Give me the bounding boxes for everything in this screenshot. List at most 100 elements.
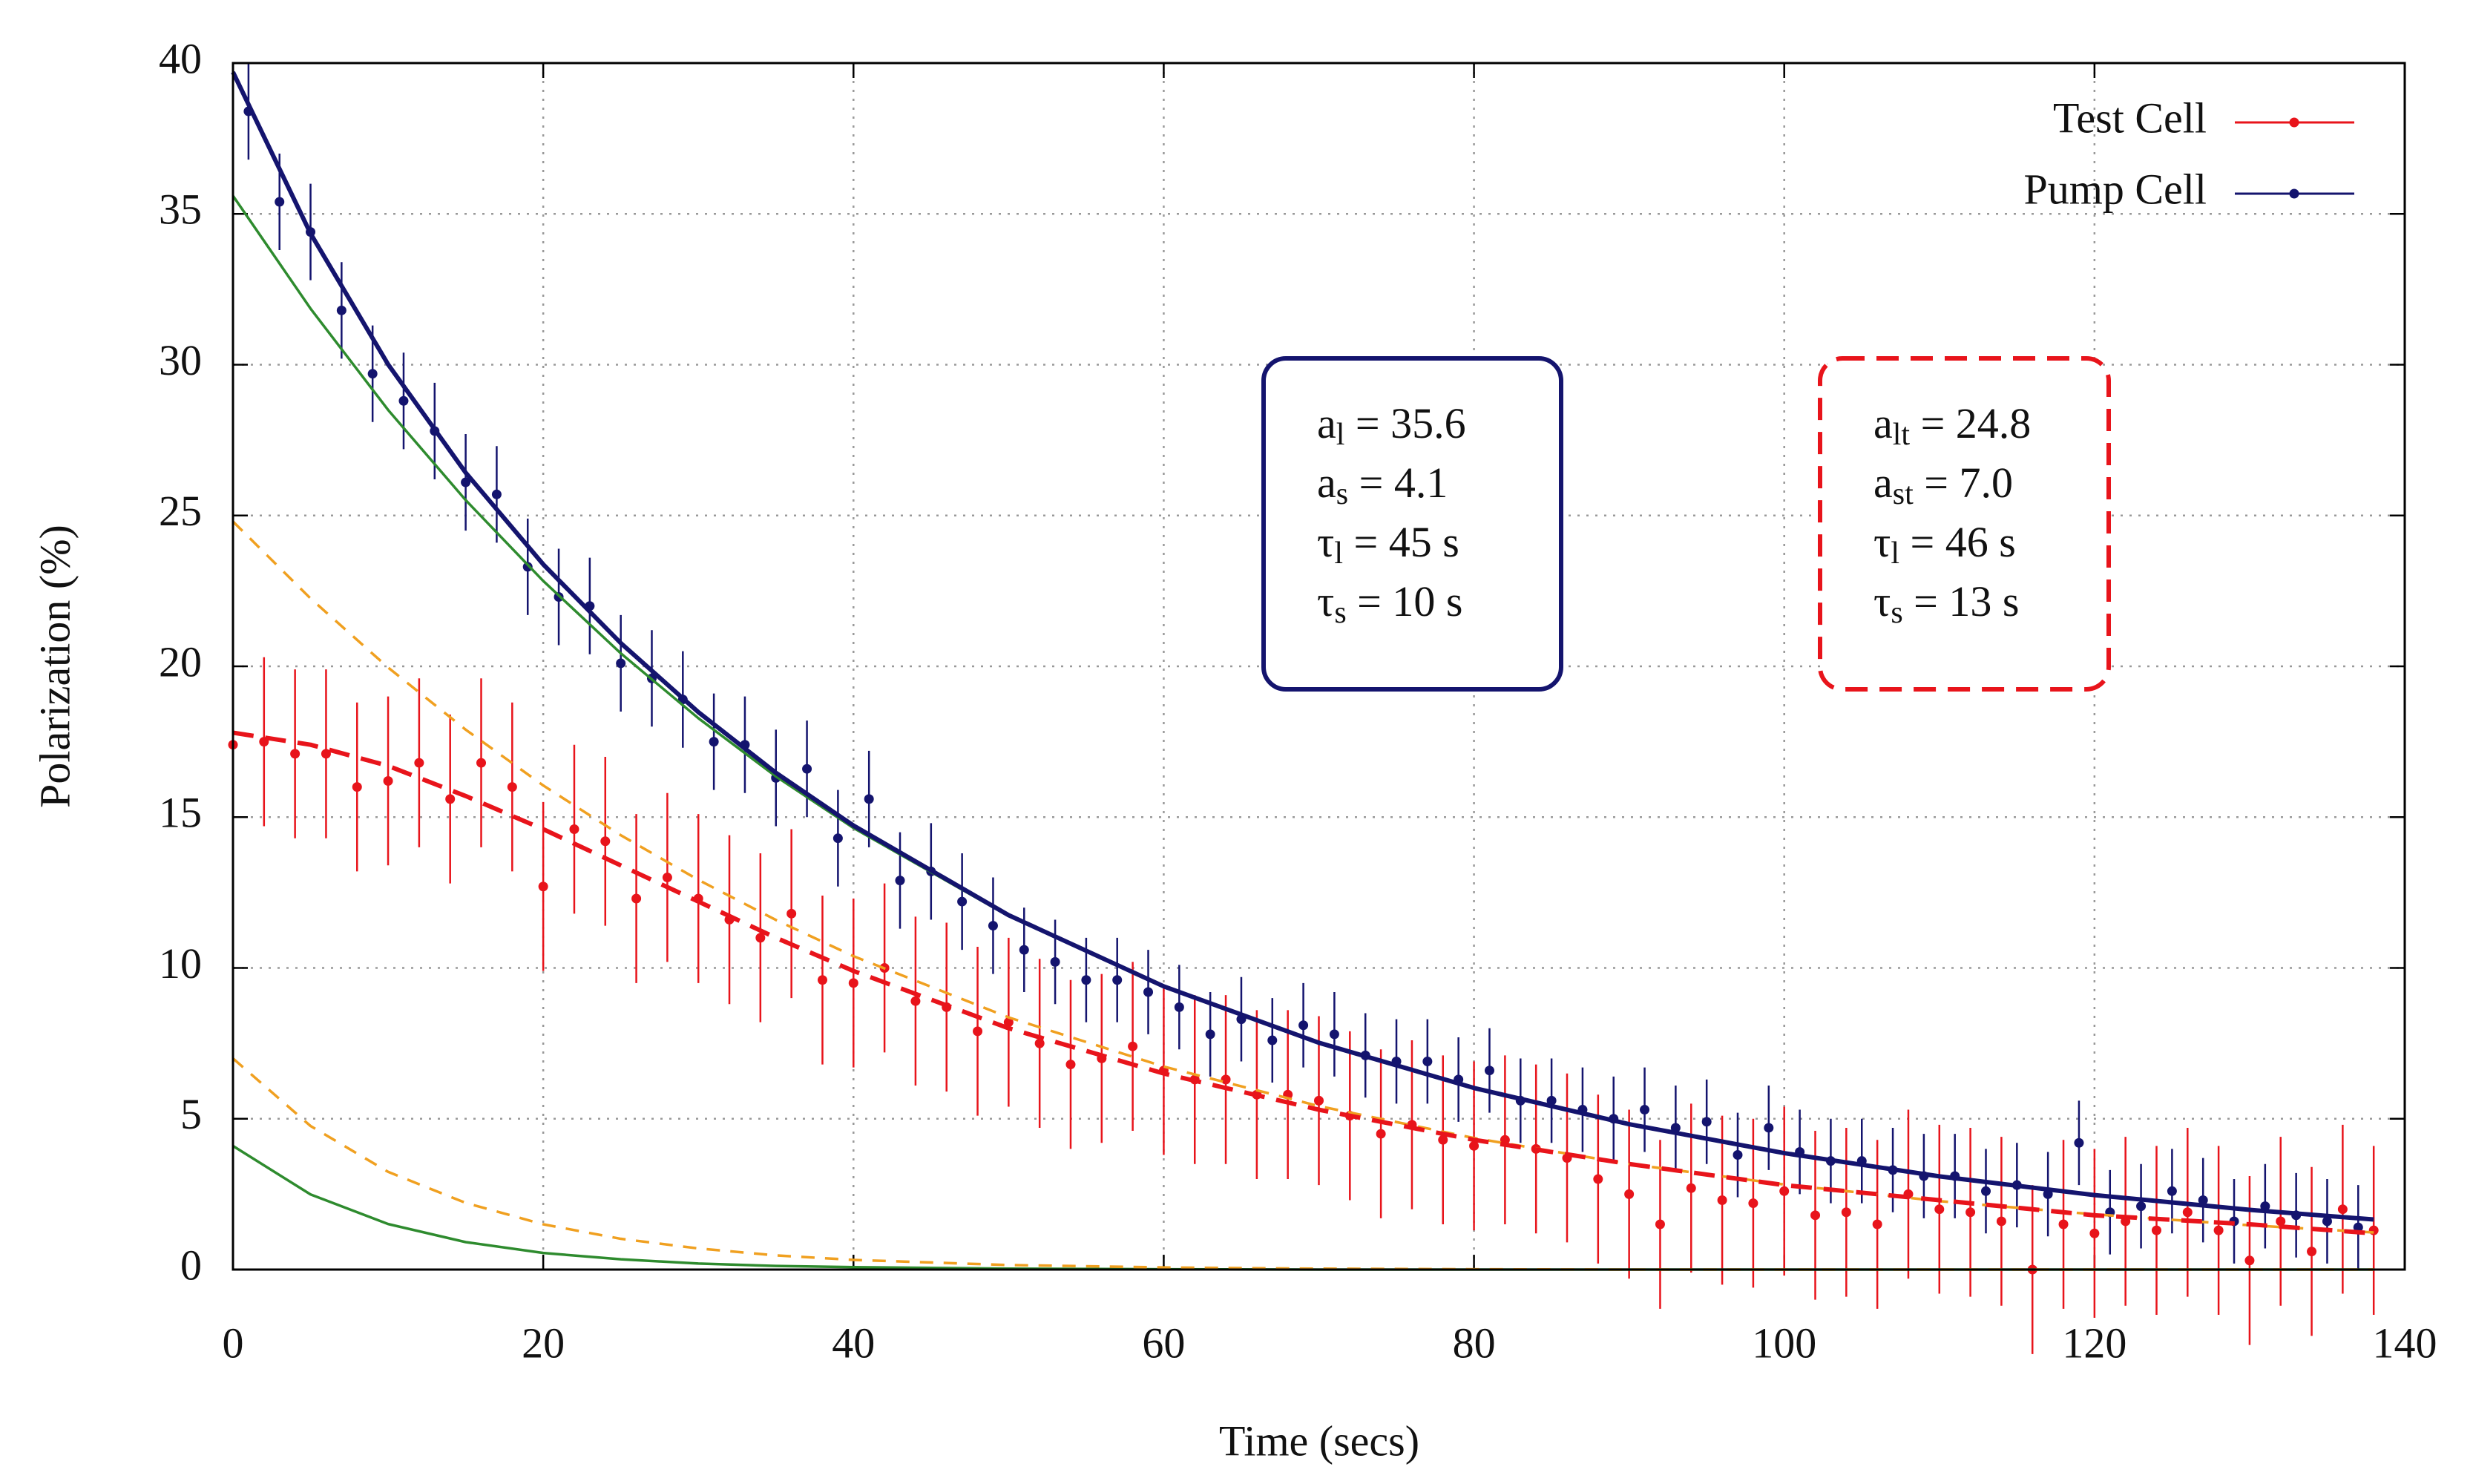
- annotation-text: ast = 7.0: [1873, 459, 2013, 511]
- legend-dot: [2289, 188, 2299, 199]
- data-point: [1298, 1020, 1309, 1031]
- fit-curve: [232, 730, 2374, 1236]
- data-point: [1143, 987, 1154, 997]
- data-point: [1003, 1017, 1014, 1028]
- data-point: [895, 876, 905, 886]
- x-tick-label: 0: [223, 1319, 244, 1367]
- annotation-symbol: a: [1317, 399, 1336, 447]
- y-tick-label: 5: [180, 1090, 202, 1138]
- data-point: [476, 758, 487, 768]
- annotation-value: = 46 s: [1899, 518, 2016, 566]
- data-point: [1174, 1002, 1184, 1012]
- legend-label: Pump Cell: [2023, 165, 2207, 213]
- data-point: [600, 836, 611, 847]
- data-point: [973, 1026, 983, 1037]
- annotation-text: τs = 13 s: [1873, 577, 2019, 630]
- data-point: [1965, 1207, 1976, 1218]
- legend-label: Test Cell: [2053, 93, 2207, 142]
- y-tick-label: 35: [159, 186, 202, 234]
- data-point: [491, 489, 502, 499]
- y-tick-label: 15: [159, 789, 202, 837]
- data-point: [321, 749, 331, 759]
- annotation-box: [1261, 356, 1563, 692]
- data-point: [2089, 1228, 2100, 1238]
- y-tick-label: 10: [159, 939, 202, 988]
- data-point: [1484, 1066, 1494, 1076]
- annotation-value: = 45 s: [1343, 518, 1459, 566]
- data-point: [1593, 1174, 1603, 1184]
- data-point: [1314, 1095, 1324, 1106]
- data-point: [1546, 1095, 1557, 1106]
- x-tick-label: 120: [2062, 1319, 2126, 1367]
- data-point: [1701, 1117, 1712, 1127]
- data-point: [2151, 1225, 2161, 1235]
- data-point: [1329, 1029, 1339, 1040]
- annotation-subscript: lt: [1893, 418, 1911, 452]
- data-point: [367, 369, 378, 379]
- y-tick-label: 30: [159, 336, 202, 384]
- data-point: [709, 737, 719, 747]
- annotation-subscript: st: [1893, 477, 1914, 511]
- annotation-subscript: l: [1334, 536, 1343, 571]
- annotation-box: [1818, 356, 2111, 692]
- data-point: [910, 996, 921, 1006]
- annotation-subscript: l: [1336, 418, 1345, 452]
- data-point: [461, 477, 471, 487]
- data-point: [1764, 1123, 1774, 1133]
- plot-frame: [231, 62, 2406, 1271]
- data-point: [1065, 1060, 1076, 1070]
- annotation-symbol: τ: [1873, 518, 1891, 566]
- annotation-symbol: τ: [1317, 518, 1334, 566]
- data-point: [2368, 1225, 2379, 1235]
- x-axis-label: Time (secs): [1219, 1416, 1419, 1465]
- annotation-value: = 24.8: [1910, 399, 2031, 447]
- data-point: [1779, 1186, 1790, 1196]
- annotation-value: = 4.1: [1348, 459, 1448, 507]
- x-tick-label: 80: [1453, 1319, 1496, 1367]
- data-point: [1981, 1186, 1991, 1196]
- data-point: [616, 658, 626, 669]
- data-point: [507, 782, 517, 792]
- x-tick-label: 100: [1752, 1319, 1816, 1367]
- annotation-value: = 10 s: [1347, 577, 1463, 626]
- data-point: [1841, 1207, 1851, 1218]
- data-point: [1748, 1198, 1758, 1209]
- data-point: [817, 975, 827, 985]
- data-point: [569, 824, 579, 835]
- data-point: [957, 896, 968, 907]
- annotation-value: = 35.6: [1344, 399, 1465, 447]
- data-point: [1376, 1129, 1386, 1139]
- data-point: [2244, 1255, 2255, 1266]
- data-point: [1438, 1135, 1448, 1145]
- data-point: [755, 933, 766, 943]
- data-point: [786, 908, 797, 919]
- data-point: [522, 562, 533, 572]
- data-point: [2276, 1216, 2286, 1227]
- annotation-value: = 13 s: [1903, 577, 2020, 626]
- data-point: [1050, 956, 1060, 967]
- data-point: [2167, 1186, 2177, 1196]
- data-point: [848, 978, 858, 988]
- data-point: [1733, 1150, 1743, 1160]
- x-tick-label: 140: [2373, 1319, 2437, 1367]
- data-point: [2213, 1225, 2224, 1235]
- data-point: [445, 794, 456, 804]
- data-point: [631, 893, 642, 904]
- data-point: [1422, 1057, 1433, 1067]
- data-point: [538, 881, 548, 892]
- data-point: [398, 395, 409, 406]
- data-point: [2353, 1222, 2363, 1232]
- annotation-symbol: a: [1873, 459, 1893, 507]
- x-tick-label: 40: [832, 1319, 875, 1367]
- annotation-symbol: τ: [1873, 577, 1891, 626]
- y-tick-label: 25: [159, 487, 202, 535]
- data-point: [1128, 1041, 1138, 1051]
- data-point: [802, 764, 812, 774]
- annotation-value: = 7.0: [1914, 459, 2013, 507]
- data-point: [290, 749, 300, 759]
- data-point: [832, 833, 843, 844]
- annotation-subscript: s: [1334, 596, 1346, 630]
- data-point: [1872, 1219, 1882, 1229]
- annotation-text: al = 35.6: [1317, 399, 1466, 452]
